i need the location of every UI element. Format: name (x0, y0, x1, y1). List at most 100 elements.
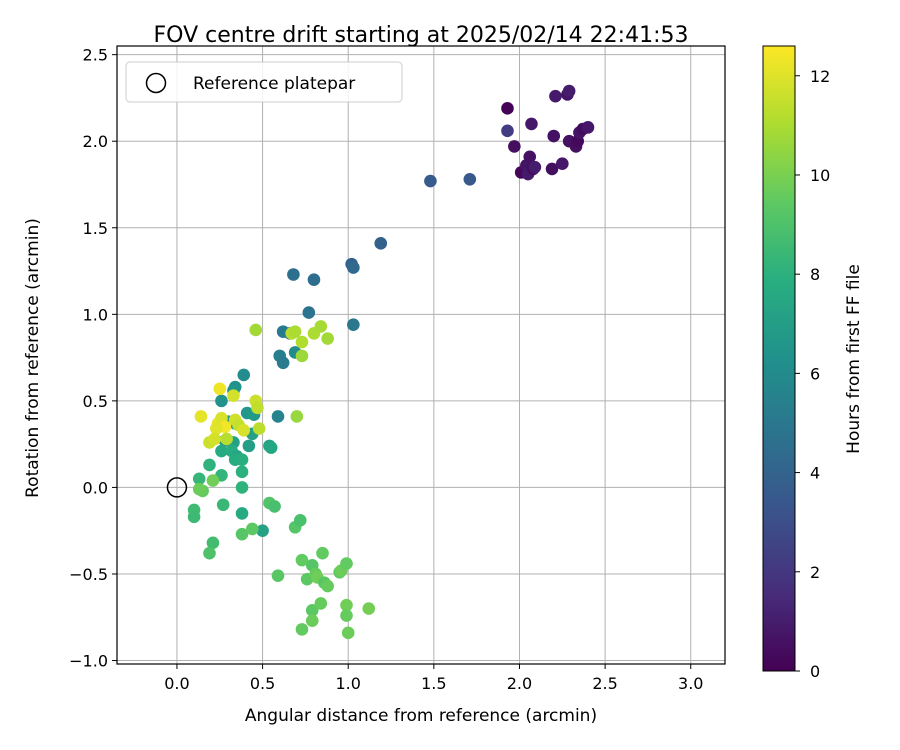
data-point (374, 237, 388, 250)
legend-box (125, 61, 403, 103)
data-point (237, 424, 251, 437)
data-point (235, 481, 249, 494)
data-point (249, 323, 263, 337)
y-tick-label: −1.0 (69, 652, 108, 671)
data-point (525, 117, 538, 131)
y-tick-label: 2.5 (83, 46, 108, 65)
data-point (362, 602, 376, 615)
colorbar-gradient (762, 45, 796, 672)
y-tick-label: −0.5 (69, 565, 108, 584)
data-point (246, 522, 259, 536)
y-axis-ticks: −1.0 −0.5 0.0 0.5 1.0 1.5 2.0 2.5 (69, 46, 117, 671)
data-point (235, 453, 249, 467)
data-point (302, 306, 316, 319)
data-point (347, 318, 360, 332)
legend-entry-reference-platepar: Reference platepar (193, 74, 355, 94)
legend-reference-marker (145, 72, 167, 94)
data-point (220, 432, 233, 446)
data-point (235, 465, 249, 479)
data-point (463, 172, 477, 186)
data-point (314, 320, 328, 333)
x-tick-label: 2.5 (592, 674, 617, 693)
data-point (293, 514, 307, 527)
data-point (545, 162, 559, 176)
colorbar-tick-label: 0 (810, 662, 820, 681)
y-tick-label: 1.5 (83, 219, 108, 238)
data-point (581, 121, 595, 134)
data-point (549, 89, 562, 103)
data-point (235, 527, 249, 541)
data-point (290, 410, 304, 423)
data-point (287, 268, 300, 281)
colorbar-tick-label: 2 (810, 563, 820, 582)
data-point (288, 325, 302, 338)
data-point (264, 441, 278, 454)
x-tick-label: 0.5 (250, 674, 275, 693)
colorbar-tick-label: 6 (810, 364, 820, 383)
grid-lines (117, 46, 725, 664)
y-tick-label: 1.0 (83, 305, 108, 324)
data-point (252, 422, 266, 435)
data-point (268, 500, 281, 513)
data-point (216, 498, 230, 512)
data-point (295, 335, 309, 349)
data-point (192, 472, 206, 486)
data-point (235, 507, 249, 520)
data-point (271, 410, 285, 423)
y-tick-label: 0.5 (83, 392, 108, 411)
data-point (501, 102, 514, 115)
data-point (314, 597, 328, 610)
data-point (295, 553, 309, 567)
data-points (187, 84, 595, 640)
data-point (213, 382, 227, 396)
colorbar: 0 2 4 6 8 10 12 Hours from first FF file (762, 45, 864, 681)
colorbar-ticks: 0 2 4 6 8 10 12 (795, 67, 830, 681)
data-point (562, 84, 576, 98)
x-tick-label: 2.0 (507, 674, 532, 693)
colorbar-tick-label: 12 (810, 67, 830, 86)
data-point (206, 474, 220, 487)
data-point (215, 394, 228, 408)
reference-marker (166, 477, 188, 498)
x-axis-ticks: 0.0 0.5 1.0 1.5 2.0 2.5 3.0 (164, 664, 703, 693)
data-point (341, 626, 355, 640)
data-point (305, 604, 319, 617)
colorbar-tick-label: 10 (810, 166, 830, 185)
data-point (227, 389, 240, 402)
data-point (206, 536, 220, 550)
x-tick-label: 0.0 (164, 674, 189, 693)
data-point (215, 444, 228, 458)
y-tick-label: 2.0 (83, 132, 108, 151)
data-point (237, 368, 251, 382)
colorbar-tick-label: 4 (810, 464, 820, 483)
data-point (251, 401, 264, 415)
x-tick-label: 1.0 (335, 674, 360, 693)
data-point (321, 579, 334, 593)
data-point (340, 598, 353, 612)
data-point (242, 439, 256, 453)
data-point (340, 609, 353, 622)
data-point (347, 261, 360, 274)
data-point (276, 356, 290, 370)
data-point (523, 150, 537, 164)
y-tick-label: 0.0 (83, 478, 108, 497)
data-point (210, 422, 223, 435)
data-point (194, 410, 208, 423)
x-tick-label: 1.5 (421, 674, 446, 693)
data-point (203, 458, 216, 472)
data-point (340, 557, 353, 570)
data-point (187, 510, 201, 524)
data-point (555, 157, 569, 171)
data-point (307, 273, 321, 286)
legend: Reference platepar (125, 61, 403, 103)
data-point (295, 349, 309, 363)
data-point (295, 623, 309, 636)
reference-platepar-marker (166, 477, 188, 498)
data-point (192, 482, 206, 496)
data-point (203, 546, 216, 560)
data-point (321, 332, 334, 345)
x-tick-label: 3.0 (678, 674, 703, 693)
y-axis-label: Rotation from reference (arcmin) (23, 218, 43, 498)
plot-frame (116, 45, 726, 665)
